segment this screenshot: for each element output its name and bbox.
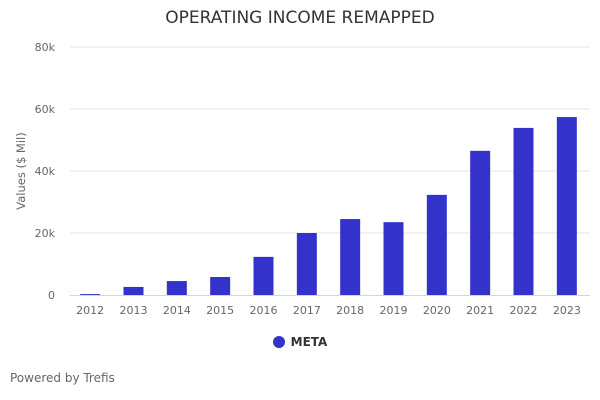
credit-text: Powered by Trefis <box>10 371 115 385</box>
x-tick-label: 2020 <box>423 304 451 317</box>
bar-2016 <box>253 256 274 295</box>
bar-2013 <box>123 286 144 295</box>
y-tick-label: 0 <box>48 289 55 302</box>
x-tick-label: 2012 <box>76 304 104 317</box>
x-tick-label: 2014 <box>163 304 191 317</box>
bar-2018 <box>340 219 361 295</box>
y-tick-label: 40k <box>35 165 56 178</box>
x-tick-label: 2013 <box>120 304 148 317</box>
bar-2021 <box>470 150 491 295</box>
x-tick-label: 2015 <box>206 304 234 317</box>
bar-chart: 0 20k 40k 60k 80k 2012 2013 2014 2015 2016 2017 201… <box>35 41 590 317</box>
bar-2015 <box>210 277 231 295</box>
bar-2022 <box>513 127 534 295</box>
y-tick-label: 80k <box>35 41 56 54</box>
x-tick-label: 2019 <box>380 304 408 317</box>
bar-2012 <box>80 294 101 295</box>
legend[interactable]: META <box>0 335 600 349</box>
legend-label: META <box>290 335 328 349</box>
bar-2020 <box>426 194 447 295</box>
bar-2017 <box>296 233 317 295</box>
y-tick-label: 60k <box>35 103 56 116</box>
x-tick-label: 2021 <box>466 304 494 317</box>
x-tick-label: 2017 <box>293 304 321 317</box>
bar-2019 <box>383 222 404 295</box>
bar-2014 <box>166 281 187 295</box>
x-tick-label: 2023 <box>553 304 581 317</box>
x-tick-label: 2022 <box>510 304 538 317</box>
legend-marker-icon <box>272 336 285 348</box>
chart-title: OPERATING INCOME REMAPPED <box>165 8 435 28</box>
x-tick-label: 2016 <box>250 304 278 317</box>
y-tick-label: 20k <box>35 227 56 240</box>
bar-2023 <box>556 117 577 295</box>
x-tick-label: 2018 <box>336 304 364 317</box>
